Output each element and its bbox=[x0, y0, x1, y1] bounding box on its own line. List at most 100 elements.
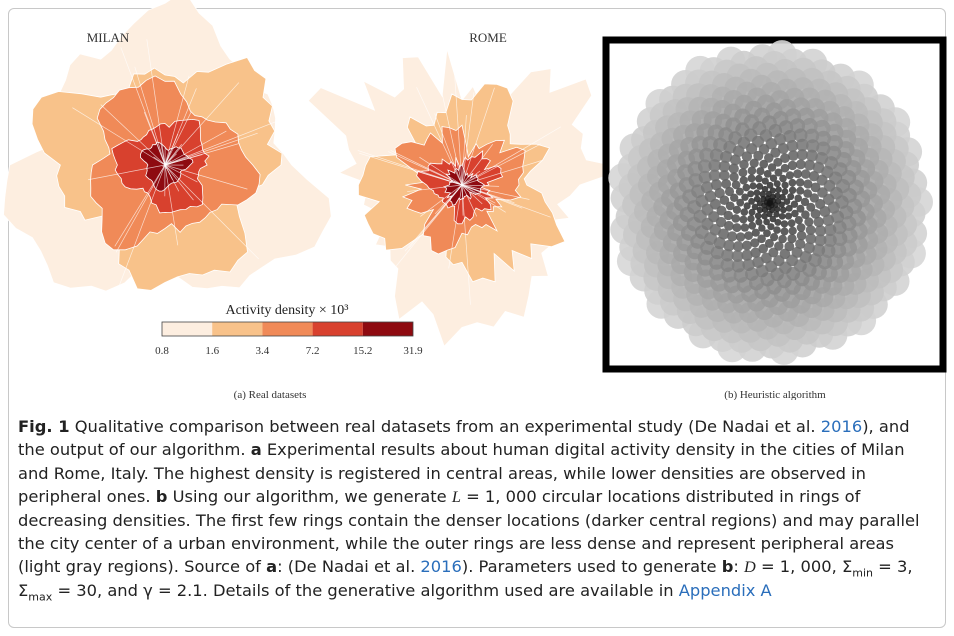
map-boundary bbox=[461, 184, 483, 205]
location-circle bbox=[741, 151, 753, 162]
map-boundary bbox=[118, 164, 166, 286]
map-boundary bbox=[461, 87, 495, 186]
location-circle bbox=[779, 248, 791, 260]
location-circle bbox=[788, 150, 799, 161]
location-circle bbox=[710, 198, 721, 210]
location-circle bbox=[748, 208, 756, 216]
caption-text: ), and the output of our algorithm. bbox=[18, 417, 910, 460]
map-boundary bbox=[114, 164, 166, 247]
heuristic-circles bbox=[608, 40, 933, 365]
map-boundary bbox=[461, 184, 496, 204]
map-boundary bbox=[461, 144, 493, 186]
location-circle bbox=[761, 185, 769, 193]
location-circle bbox=[716, 205, 727, 216]
location-circle bbox=[787, 193, 795, 201]
location-circle bbox=[795, 178, 805, 187]
location-circle bbox=[729, 172, 739, 182]
location-circle bbox=[747, 174, 756, 183]
colorbar-tick-label: 1.6 bbox=[205, 345, 219, 357]
location-circle bbox=[796, 138, 809, 152]
map-boundary bbox=[164, 164, 179, 246]
location-circle bbox=[748, 221, 757, 230]
location-circle bbox=[721, 248, 734, 262]
caption-text: Qualitative comparison between real data… bbox=[69, 417, 821, 436]
location-circle bbox=[736, 198, 745, 207]
location-circle bbox=[697, 159, 712, 174]
location-circle bbox=[770, 233, 779, 242]
map-boundary bbox=[461, 143, 542, 186]
location-circle bbox=[727, 231, 738, 242]
caption-text: : (De Nadai et al. bbox=[277, 557, 421, 577]
location-circle bbox=[735, 187, 744, 196]
appendix-link[interactable]: Appendix A bbox=[678, 580, 772, 600]
math: D bbox=[744, 557, 756, 577]
map-boundary bbox=[164, 164, 198, 183]
location-circle bbox=[749, 158, 759, 168]
location-circle bbox=[805, 225, 816, 235]
location-circle bbox=[774, 133, 787, 146]
caption-text: ). Parameters used to generate bbox=[461, 557, 722, 577]
location-circle bbox=[763, 218, 770, 226]
location-circle bbox=[799, 250, 812, 264]
location-circle bbox=[752, 256, 764, 268]
location-circle bbox=[790, 200, 799, 208]
location-circle bbox=[735, 232, 746, 242]
location-circle bbox=[759, 159, 769, 169]
location-circle bbox=[709, 148, 724, 162]
location-circle bbox=[788, 186, 797, 194]
map-boundary bbox=[390, 150, 463, 186]
milan-label: MILAN bbox=[87, 30, 130, 45]
location-circle bbox=[804, 128, 820, 144]
colorbar-swatch bbox=[362, 322, 413, 336]
panel-b-caption: (b) Heuristic algorithm bbox=[724, 389, 826, 400]
location-circle bbox=[719, 170, 730, 181]
location-circle bbox=[750, 247, 761, 258]
colorbar-tick-label: 31.9 bbox=[403, 345, 423, 357]
colorbar-tick-label: 15.2 bbox=[353, 345, 372, 357]
caption-text: = 30, and γ = 2.1. Details of the genera… bbox=[52, 580, 679, 600]
location-circle bbox=[785, 204, 793, 212]
fig-label: Fig. 1 bbox=[18, 417, 70, 436]
location-circle bbox=[781, 181, 789, 189]
location-circle bbox=[780, 206, 787, 214]
location-circle bbox=[715, 216, 727, 228]
location-circle bbox=[804, 217, 814, 227]
location-circle bbox=[775, 186, 782, 193]
location-circle bbox=[796, 186, 805, 195]
caption-text: = 1, 000, Σ bbox=[755, 557, 853, 577]
location-circle bbox=[769, 174, 778, 182]
caption-text: Experimental results about human digital… bbox=[18, 440, 905, 507]
location-circle bbox=[779, 193, 786, 201]
location-circle bbox=[812, 243, 826, 257]
citation-link[interactable]: 2016 bbox=[420, 557, 462, 577]
location-circle bbox=[824, 223, 837, 237]
citation-link[interactable]: 2016 bbox=[820, 417, 863, 436]
panel-ref: a bbox=[266, 557, 278, 577]
location-circle bbox=[791, 209, 799, 218]
location-circle bbox=[730, 193, 739, 202]
math-sub: min bbox=[852, 566, 873, 580]
location-circle bbox=[761, 212, 768, 220]
location-circle bbox=[800, 197, 810, 207]
location-circle bbox=[758, 224, 766, 232]
location-circle bbox=[747, 190, 755, 198]
colorbar: 0.8 1.6 3.4 7.2 15.2 31.9 bbox=[155, 321, 423, 357]
location-circle bbox=[718, 160, 731, 172]
location-circle bbox=[780, 163, 790, 173]
location-circle bbox=[720, 150, 733, 163]
map-boundary bbox=[72, 107, 166, 166]
location-circle bbox=[739, 159, 749, 170]
location-circle bbox=[780, 153, 790, 164]
location-circle bbox=[816, 174, 828, 186]
location-circle bbox=[730, 154, 741, 166]
location-circle bbox=[732, 205, 742, 214]
colorbar-swatch bbox=[212, 322, 263, 336]
location-circle bbox=[805, 233, 817, 245]
location-circle bbox=[804, 159, 815, 171]
location-circle bbox=[742, 183, 751, 192]
location-circle bbox=[732, 241, 744, 252]
location-circle bbox=[774, 218, 782, 226]
location-circle bbox=[759, 191, 766, 198]
location-circle bbox=[774, 168, 783, 177]
location-circle bbox=[794, 216, 803, 225]
